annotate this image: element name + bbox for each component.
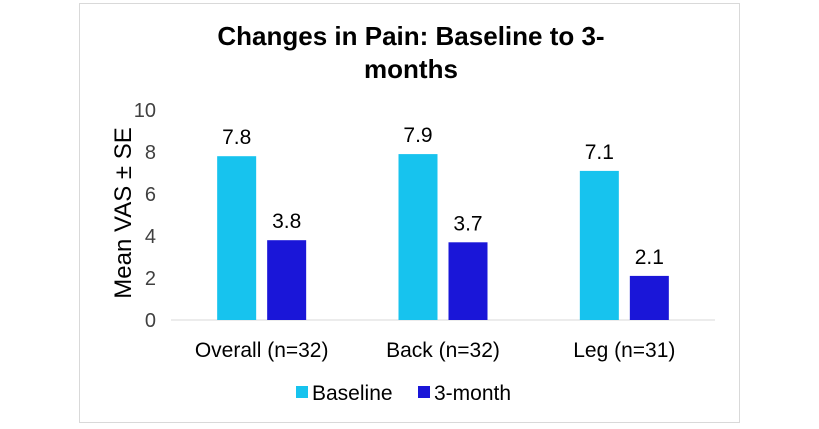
bar-3-month xyxy=(267,240,307,320)
legend-swatch xyxy=(418,386,430,398)
category-label: Back (n=32) xyxy=(386,339,500,362)
bars-group xyxy=(217,154,669,320)
y-tick-label: 0 xyxy=(145,310,156,332)
legend: Baseline 3-month xyxy=(296,382,511,405)
data-label: 2.1 xyxy=(635,246,664,269)
bar-baseline xyxy=(398,154,438,320)
y-tick-label: 4 xyxy=(145,226,156,248)
bar-3-month xyxy=(448,242,488,320)
data-label: 7.1 xyxy=(585,141,614,164)
category-labels-group: Overall (n=32) Back (n=32) Leg (n=31) xyxy=(195,339,676,362)
y-axis-ticks: 0 2 4 6 8 10 xyxy=(134,100,156,332)
data-label: 7.9 xyxy=(403,124,432,147)
value-labels-group: 7.8 3.8 7.9 3.7 7.1 2.1 xyxy=(222,124,664,269)
legend-label: 3-month xyxy=(434,382,511,405)
y-axis-title: Mean VAS ± SE xyxy=(110,127,137,298)
y-tick-label: 2 xyxy=(145,268,156,290)
data-label: 7.8 xyxy=(222,126,251,149)
data-label: 3.8 xyxy=(272,210,301,233)
y-tick-label: 10 xyxy=(134,100,156,122)
legend-label: Baseline xyxy=(312,382,393,405)
bar-baseline xyxy=(579,170,619,320)
bar-baseline xyxy=(217,156,257,320)
bar-3-month xyxy=(629,275,669,320)
chart-title-line-1: Changes in Pain: Baseline to 3- xyxy=(217,21,604,51)
category-label: Overall (n=32) xyxy=(195,339,329,362)
y-tick-label: 6 xyxy=(145,184,156,206)
y-tick-label: 8 xyxy=(145,142,156,164)
chart-title-line-2: months xyxy=(364,54,458,84)
category-label: Leg (n=31) xyxy=(573,339,675,362)
data-label: 3.7 xyxy=(453,212,482,235)
legend-swatch xyxy=(296,386,308,398)
